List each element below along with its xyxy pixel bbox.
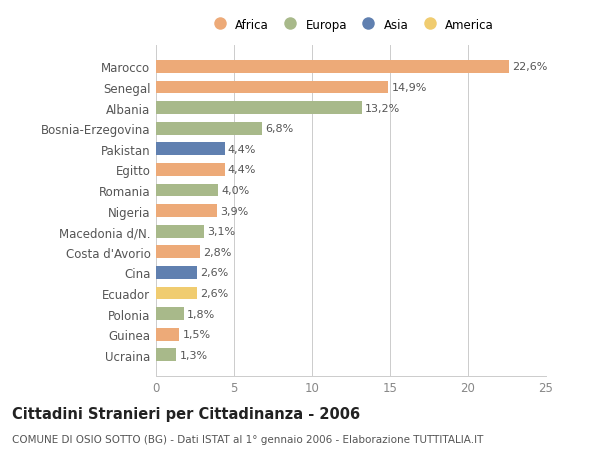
Bar [156,61,509,73]
Text: 6,8%: 6,8% [265,124,293,134]
Text: 14,9%: 14,9% [392,83,427,93]
Bar [156,308,184,320]
Text: 22,6%: 22,6% [512,62,547,72]
Text: 3,1%: 3,1% [208,227,236,237]
Bar [156,225,205,238]
Text: 1,5%: 1,5% [182,330,211,339]
Bar [156,143,224,156]
Bar [156,349,176,361]
Text: 2,6%: 2,6% [200,288,228,298]
Text: 13,2%: 13,2% [365,103,400,113]
Text: COMUNE DI OSIO SOTTO (BG) - Dati ISTAT al 1° gennaio 2006 - Elaborazione TUTTITA: COMUNE DI OSIO SOTTO (BG) - Dati ISTAT a… [12,434,484,444]
Text: 1,3%: 1,3% [179,350,208,360]
Bar [156,328,179,341]
Bar [156,164,224,176]
Text: Cittadini Stranieri per Cittadinanza - 2006: Cittadini Stranieri per Cittadinanza - 2… [12,406,360,421]
Text: 2,6%: 2,6% [200,268,228,278]
Text: 3,9%: 3,9% [220,206,248,216]
Text: 4,4%: 4,4% [228,145,256,155]
Bar [156,287,197,300]
Bar [156,123,262,135]
Text: 4,4%: 4,4% [228,165,256,175]
Text: 2,8%: 2,8% [203,247,231,257]
Bar [156,184,218,197]
Text: 4,0%: 4,0% [221,185,250,196]
Bar [156,102,362,115]
Bar [156,266,197,279]
Text: 1,8%: 1,8% [187,309,215,319]
Bar [156,246,200,258]
Bar [156,81,388,94]
Legend: Africa, Europa, Asia, America: Africa, Europa, Asia, America [203,14,499,36]
Bar [156,205,217,218]
